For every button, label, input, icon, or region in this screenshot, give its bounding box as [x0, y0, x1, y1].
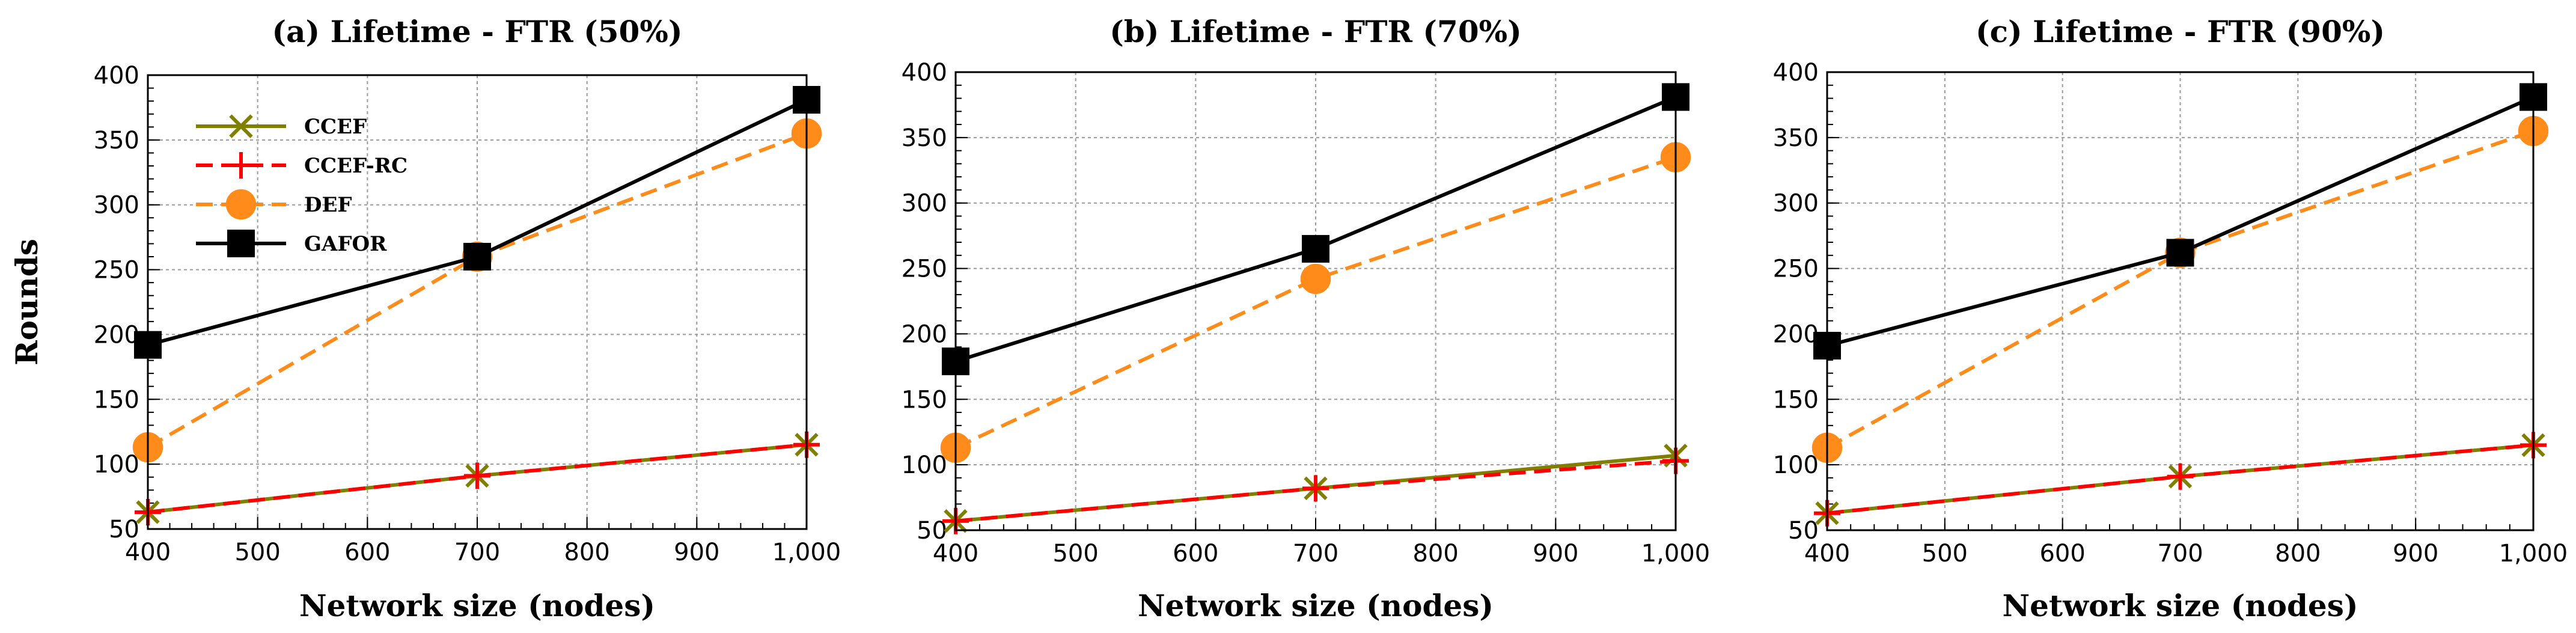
- panel-c-y-tick-label-300: 300: [1773, 190, 1819, 218]
- panel-c-y-tick-label-200: 200: [1773, 320, 1819, 348]
- panel-a-series-ccef-rc: [135, 431, 820, 525]
- panel-b-x-tick-label-500: 500: [1052, 540, 1098, 567]
- panel-a-title: (a) Lifetime - FTR (50%): [272, 14, 682, 49]
- panel-a-x-tick-label-800: 800: [564, 539, 609, 566]
- panel-a-plot-frame: [147, 74, 808, 530]
- legend-label-gafor: GAFOR: [304, 232, 387, 256]
- panel-b-x-tick-label-1000: 1,000: [1641, 540, 1711, 567]
- panel-a-x-tick-label-500: 500: [234, 539, 280, 566]
- panel-b-x-tick-label-900: 900: [1533, 540, 1578, 567]
- panel-b-y-tick-label-250: 250: [902, 255, 947, 283]
- panel-b-plot-frame: [954, 71, 1677, 531]
- panel-b-x-tick-label-700: 700: [1293, 540, 1338, 567]
- panel-c-x-axis-label: Network size (nodes): [2002, 588, 2358, 623]
- legend-label-ccef-rc: CCEF-RC: [304, 154, 407, 178]
- panel-c-y-tick-label-50: 50: [1788, 517, 1819, 545]
- panel-a: 400 500 600 700 800 900 1,000 50 100 150 200 250 300…: [9, 14, 841, 623]
- panel-b-def-point-700: [1300, 263, 1331, 295]
- panel-c-y-tick-label-350: 350: [1773, 124, 1819, 152]
- panel-c-plot-frame: [1826, 71, 2535, 531]
- legend-marker-ccef-stroke-b: [229, 114, 253, 138]
- panel-c-x-tick-label-600: 600: [2039, 540, 2085, 567]
- panel-b-gafor-point-700: [1302, 234, 1329, 263]
- panel-b-y-tick-label-100: 100: [902, 451, 947, 479]
- panel-b-y-tick-label-300: 300: [902, 190, 947, 218]
- legend-entry-def: DEF: [196, 189, 352, 220]
- panel-c-x-tick-label-700: 700: [2157, 540, 2203, 567]
- panel-a-y-tick-label-300: 300: [94, 192, 139, 219]
- panel-b-x-tick-label-600: 600: [1173, 540, 1218, 567]
- panel-a-y-tick-label-400: 400: [94, 62, 139, 90]
- panel-b-y-tick-label-50: 50: [917, 517, 947, 545]
- legend: CCEF CCEF-RC DEF GAFOR: [196, 114, 407, 257]
- legend-marker-gafor: [227, 230, 255, 257]
- panel-c-gafor-point-700: [2166, 239, 2194, 267]
- legend-marker-ccef-rc: [228, 152, 254, 179]
- panel-b: 400 500 600 700 800 900 1,000 50 100 150 200 250 300…: [902, 14, 1711, 623]
- panel-a-series-gafor: [134, 85, 820, 359]
- panel-c-x-tick-label-900: 900: [2393, 540, 2438, 567]
- legend-entry-ccef-rc: CCEF-RC: [196, 152, 407, 179]
- panel-c-ccef-rc-point-700: [2167, 463, 2194, 490]
- panel-a-y-tick-label-250: 250: [94, 257, 139, 284]
- panel-a-x-tick-label-600: 600: [344, 539, 390, 566]
- panel-c: 400 500 600 700 800 900 1,000 50 100 150 200 250 300…: [1773, 14, 2568, 623]
- legend-label-ccef: CCEF: [304, 115, 367, 139]
- panel-b-y-tick-label-350: 350: [902, 124, 947, 152]
- panel-a-y-axis-label: Rounds: [9, 239, 44, 365]
- panel-c-y-tick-label-100: 100: [1773, 451, 1819, 479]
- panel-c-x-tick-label-1000: 1,000: [2499, 540, 2568, 567]
- panel-a-x-tick-label-1000: 1,000: [772, 539, 841, 566]
- legend-entry-ccef: CCEF: [196, 114, 367, 139]
- panel-b-title: (b) Lifetime - FTR (70%): [1109, 14, 1522, 49]
- panel-c-x-tick-label-800: 800: [2275, 540, 2321, 567]
- panel-a-x-tick-label-900: 900: [674, 539, 719, 566]
- panel-a-y-tick-label-100: 100: [94, 451, 139, 479]
- panel-c-title: (c) Lifetime - FTR (90%): [1976, 14, 2385, 49]
- panel-b-x-tick-label-400: 400: [933, 540, 978, 567]
- panel-c-y-tick-label-400: 400: [1773, 59, 1819, 87]
- panel-a-ccef-rc-point-700: [464, 462, 490, 489]
- panel-c-y-tick-label-150: 150: [1773, 386, 1819, 414]
- panel-a-x-tick-label-400: 400: [125, 539, 171, 566]
- panel-c-series-gafor: [1813, 83, 2547, 360]
- legend-entry-gafor: GAFOR: [196, 230, 387, 257]
- panel-c-x-tick-label-500: 500: [1922, 540, 1968, 567]
- panel-b-y-tick-label-150: 150: [902, 386, 947, 414]
- panel-b-line-def: [954, 155, 1676, 450]
- panel-a-y-tick-label-150: 150: [94, 386, 139, 414]
- panel-a-x-axis-label: Network size (nodes): [299, 588, 655, 623]
- panel-a-series-def: [132, 118, 822, 463]
- panel-c-x-tick-label-400: 400: [1804, 540, 1850, 567]
- panel-c-y-tick-label-250: 250: [1773, 255, 1819, 283]
- panel-a-x-tick-label-700: 700: [454, 539, 500, 566]
- panel-a-y-tick-label-50: 50: [109, 516, 139, 543]
- panel-a-gafor-point-700: [463, 243, 491, 271]
- panel-b-ccef-rc-point-700: [1302, 475, 1329, 502]
- panel-b-y-tick-label-400: 400: [902, 59, 947, 87]
- panel-b-x-tick-label-800: 800: [1412, 540, 1458, 567]
- legend-marker-ccef: [229, 114, 253, 138]
- panel-b-x-axis-label: Network size (nodes): [1138, 588, 1494, 623]
- panel-a-y-tick-label-350: 350: [94, 127, 139, 154]
- panel-a-y-tick-label-200: 200: [94, 321, 139, 349]
- panel-b-y-tick-label-200: 200: [902, 320, 947, 348]
- legend-marker-def: [225, 189, 257, 220]
- panel-c-line-def: [1826, 129, 2534, 450]
- legend-label-def: DEF: [304, 193, 352, 217]
